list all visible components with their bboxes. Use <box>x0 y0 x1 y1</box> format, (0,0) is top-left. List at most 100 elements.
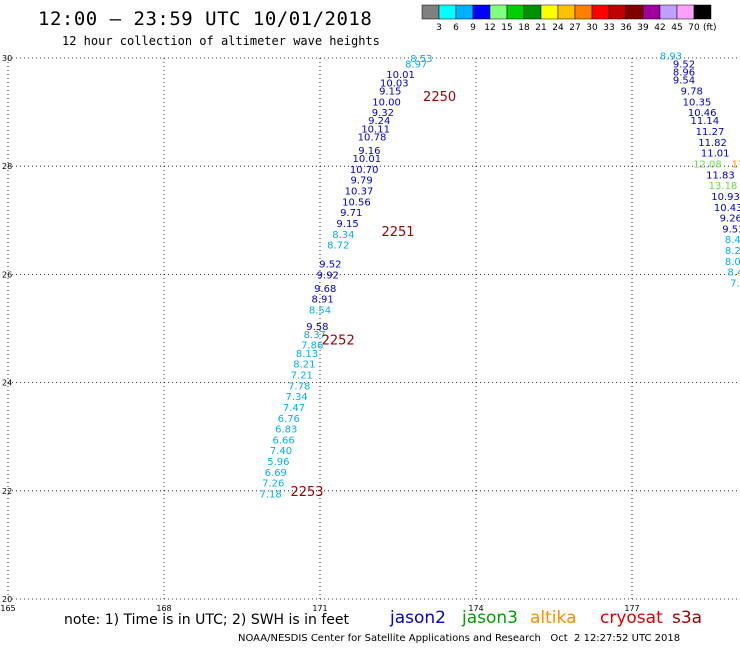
swh-point: 12.08 <box>693 159 722 170</box>
swh-point: 6.66 <box>272 435 294 446</box>
swh-point: 8.72 <box>327 241 349 252</box>
colorbar-unit: (ft) <box>703 23 717 33</box>
swh-point: 6.76 <box>278 414 300 425</box>
y-tick-label: 24 <box>2 379 12 388</box>
colorbar-swatch <box>676 4 695 20</box>
colorbar-swatch <box>489 4 508 20</box>
colorbar-swatch <box>472 4 491 20</box>
swh-point: 11.01 <box>701 149 730 160</box>
colorbar-tick: 24 <box>552 23 564 33</box>
colorbar-tick: 45 <box>671 23 682 33</box>
swh-point: 9.58 <box>306 322 328 333</box>
swh-point: 9.68 <box>314 284 336 295</box>
swh-point: 5.96 <box>267 457 289 468</box>
x-tick-label: 165 <box>0 604 15 613</box>
page-title: 12:00 – 23:59 UTC 10/01/2018 <box>38 8 373 30</box>
swh-point: 10.00 <box>372 97 401 108</box>
colorbar-swatch <box>642 4 661 20</box>
time-label: 2253 <box>290 485 323 500</box>
y-tick-label: 30 <box>2 54 12 63</box>
swh-point: 11.27 <box>696 127 725 138</box>
colorbar-swatch <box>540 4 559 20</box>
x-tick-label: 171 <box>312 604 327 613</box>
swh-point: 10.70 <box>350 165 379 176</box>
swh-point: 8.46 <box>727 268 740 279</box>
swh-point: 10.93 <box>711 192 740 203</box>
swh-point: 11.83 <box>706 170 735 181</box>
legend-item-cryosat: cryosat <box>600 608 663 628</box>
swh-point: 10.11 <box>361 124 390 135</box>
x-tick-label: 177 <box>624 604 639 613</box>
colorbar-tick: 70 <box>688 23 700 33</box>
colorbar-tick: 21 <box>535 23 546 33</box>
swh-point: 9.79 <box>350 176 372 187</box>
colorbar-swatch <box>574 4 593 20</box>
swh-point: 7.57 <box>730 279 740 290</box>
swh-point: 7.40 <box>270 446 292 457</box>
colorbar-tick: 6 <box>453 23 459 33</box>
colorbar-swatch <box>438 4 457 20</box>
swh-point: 9.15 <box>379 86 401 97</box>
colorbar-tick: 30 <box>586 23 598 33</box>
x-tick-label: 168 <box>156 604 171 613</box>
legend-item-s3a: s3a <box>672 608 703 628</box>
swh-point: 10.01 <box>352 154 381 165</box>
colorbar-swatch <box>421 4 440 20</box>
swh-point: 10.46 <box>688 108 717 119</box>
colorbar-swatch <box>693 4 712 20</box>
time-label: 2252 <box>322 333 355 348</box>
y-tick-label: 26 <box>2 270 12 279</box>
colorbar-tick: 42 <box>654 23 665 33</box>
colorbar-swatch <box>659 4 678 20</box>
swh-point: 8.54 <box>309 306 331 317</box>
colorbar-swatch <box>591 4 610 20</box>
colorbar-swatch <box>455 4 474 20</box>
swh-point: 8.93 <box>660 51 682 62</box>
swh-point: 10.01 <box>386 70 415 81</box>
swh-point: 9.32 <box>372 108 394 119</box>
swh-point: 9.16 <box>358 146 380 157</box>
time-label: 2250 <box>423 90 456 105</box>
swh-point: 13.18 <box>709 181 738 192</box>
swh-point: 8.37 <box>304 330 326 341</box>
swh-point: 6.69 <box>265 468 287 479</box>
colorbar-tick: 36 <box>620 23 632 33</box>
colorbar-swatch <box>557 4 576 20</box>
swh-point: 9.53 <box>722 224 740 235</box>
swh-point: 8.91 <box>311 295 333 306</box>
colorbar-tick: 39 <box>637 23 649 33</box>
swh-point: 8.34 <box>332 230 354 241</box>
swh-point: 7.18 <box>259 490 281 501</box>
legend-item-jason3: jason3 <box>462 608 518 628</box>
footer-note: note: 1) Time is in UTC; 2) SWH is in fe… <box>64 612 350 628</box>
swh-point: 8.28 <box>725 246 740 257</box>
swh-point: 9.54 <box>673 76 695 87</box>
swh-point: 10.43 <box>714 203 740 214</box>
swh-point: 10.78 <box>358 132 387 143</box>
y-tick-label: 28 <box>2 162 12 171</box>
swh-point: 7.21 <box>291 370 313 381</box>
colorbar-tick: 3 <box>436 23 442 33</box>
swh-point: 11.82 <box>698 138 727 149</box>
swh-point: 8.97 <box>405 59 427 70</box>
swh-point: 6.83 <box>275 425 297 436</box>
swh-point: 8.53 <box>410 54 432 65</box>
swh-point: 10.03 <box>380 78 409 89</box>
swh-point: 10.35 <box>683 97 712 108</box>
colorbar-swatch <box>625 4 644 20</box>
swh-point: 7.26 <box>262 479 284 490</box>
swh-point: 7.86 <box>301 341 323 352</box>
colorbar-tick: 33 <box>603 23 614 33</box>
colorbar-swatch <box>523 4 542 20</box>
swh-point: 9.24 <box>368 116 390 127</box>
swh-point: 174 <box>732 159 740 170</box>
swh-point: 8.21 <box>293 360 315 371</box>
footer-credit: NOAA/NESDIS Center for Satellite Applica… <box>238 633 681 644</box>
swh-point: 9.71 <box>340 208 362 219</box>
swh-point: 9.52 <box>319 260 341 271</box>
page-subtitle: 12 hour collection of altimeter wave hei… <box>62 34 380 48</box>
colorbar-tick: 9 <box>470 23 476 33</box>
swh-point: 9.92 <box>317 270 339 281</box>
